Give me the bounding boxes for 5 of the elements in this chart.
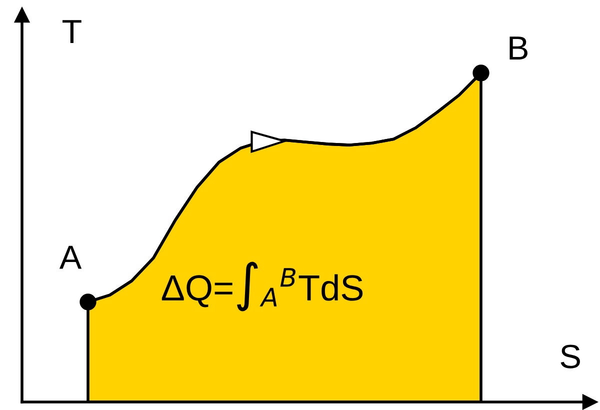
x-axis-title: S <box>560 344 580 368</box>
annotation: A <box>59 246 82 269</box>
text: B <box>510 36 528 60</box>
annotation: ΔQ=∫$_{A}$$^{B}$TdS <box>162 262 363 312</box>
y-axis-title: T <box>62 20 82 44</box>
